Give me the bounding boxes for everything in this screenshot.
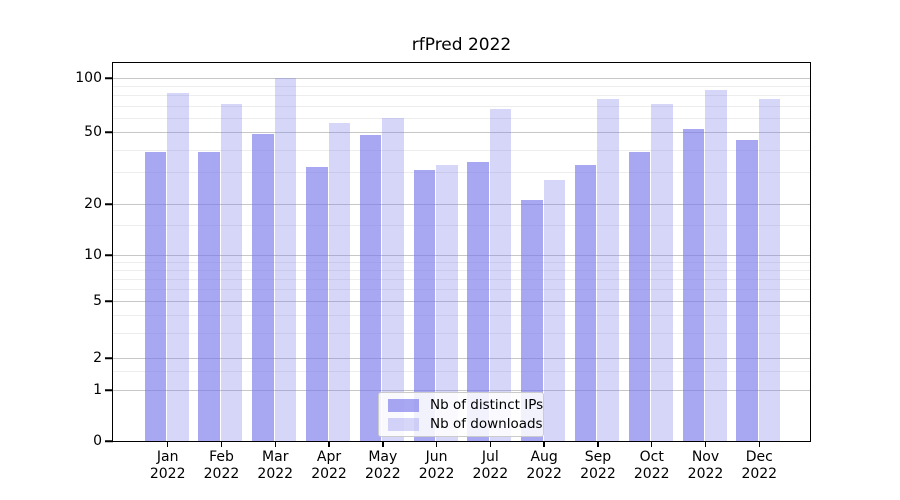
bar-downloads	[489, 109, 512, 441]
x-axis-tickmark	[704, 441, 707, 447]
bar-downloads	[705, 89, 727, 441]
x-axis-tickmark	[758, 441, 761, 447]
gridline-minor	[113, 332, 810, 334]
gridline-minor	[113, 314, 810, 316]
bar-distinct-ips	[574, 164, 597, 441]
gridline-minor	[113, 117, 810, 119]
gridline-minor	[113, 261, 810, 263]
gridline-minor	[113, 172, 810, 174]
x-axis-tickmark	[597, 441, 599, 447]
gridline-minor	[113, 149, 810, 151]
legend-item-downloads: Nb of downloads	[388, 416, 543, 432]
bar-distinct-ips	[521, 200, 543, 441]
y-axis-tick-label: 2	[93, 350, 102, 366]
y-axis-tick-label: 5	[93, 293, 102, 309]
y-axis-tick-label: 20	[84, 196, 102, 212]
x-axis-tickmark	[543, 441, 545, 447]
y-axis-tickmark	[105, 440, 113, 442]
bar-distinct-ips	[467, 162, 489, 441]
x-axis-tick-label: May 2022	[364, 449, 401, 482]
bar-distinct-ips	[252, 133, 274, 441]
bar-downloads	[543, 180, 566, 441]
bar-distinct-ips	[736, 140, 758, 441]
gridline-minor	[113, 288, 810, 290]
x-axis-tick-label: Apr 2022	[311, 449, 347, 482]
bar-downloads	[651, 103, 673, 441]
gridline-minor	[113, 371, 810, 373]
gridline-major	[113, 78, 810, 79]
x-axis-tickmark	[489, 441, 492, 447]
bar-distinct-ips	[413, 169, 436, 441]
gridline-major	[113, 358, 810, 359]
bar-downloads	[382, 117, 404, 441]
x-axis-tickmark	[220, 441, 223, 447]
bar-distinct-ips	[198, 151, 220, 441]
y-axis-tickmark	[105, 77, 113, 79]
x-axis-tick-label: Jan 2022	[149, 449, 186, 482]
y-axis-tickmark	[105, 300, 113, 302]
x-axis-tick-label: Dec 2022	[741, 449, 778, 482]
bar-downloads	[436, 164, 458, 441]
x-axis-tick-label: Jun 2022	[418, 449, 455, 482]
gridline-minor	[113, 225, 810, 227]
bar-downloads	[758, 99, 781, 441]
x-axis-tick-label: Aug 2022	[526, 449, 562, 482]
legend-box: Nb of distinct IPs Nb of downloads	[378, 392, 544, 437]
x-axis-tickmark	[166, 441, 169, 447]
gridline-minor	[113, 278, 810, 280]
x-axis-tick-label: Feb 2022	[203, 449, 240, 482]
legend-swatch-downloads	[388, 417, 419, 431]
gridline-major	[113, 390, 810, 391]
y-axis-tickmark	[105, 357, 113, 359]
plot-area	[112, 62, 811, 442]
y-axis-tickmark	[105, 389, 113, 391]
legend-swatch-distinct-ips	[388, 398, 419, 412]
gridline-major	[113, 132, 810, 133]
gridline-minor	[113, 269, 810, 271]
x-axis-tick-label: Jul 2022	[472, 449, 509, 482]
y-axis-tick-label: 10	[84, 247, 102, 263]
bar-distinct-ips	[306, 167, 328, 441]
x-axis-tickmark	[382, 441, 384, 447]
bar-downloads	[167, 93, 189, 441]
bar-downloads	[328, 123, 351, 441]
x-axis-tickmark	[650, 441, 653, 447]
x-axis-tick-label: Oct 2022	[633, 449, 670, 482]
bar-downloads	[274, 78, 297, 441]
x-axis-tick-label: Nov 2022	[687, 449, 724, 482]
bar-distinct-ips	[628, 151, 651, 441]
y-axis-tick-label: 50	[84, 124, 102, 140]
gridline-major	[113, 255, 810, 256]
y-axis-tick-label: 100	[75, 70, 102, 86]
gridline-minor	[113, 86, 810, 88]
y-axis-tickmark	[105, 131, 113, 133]
legend-label-distinct-ips: Nb of distinct IPs	[430, 396, 544, 413]
y-axis-tick-label: 0	[93, 433, 102, 449]
x-axis-tickmark	[435, 441, 438, 447]
bar-downloads	[597, 99, 619, 441]
x-axis-tickmark	[274, 441, 276, 447]
y-axis-tickmark	[105, 254, 113, 256]
legend-item-distinct-ips: Nb of distinct IPs	[388, 397, 543, 413]
legend-label-downloads: Nb of downloads	[430, 415, 543, 432]
gridline-minor	[113, 95, 810, 97]
gridline-major	[113, 204, 810, 205]
x-axis-tick-label: Mar 2022	[257, 449, 294, 482]
bar-distinct-ips	[359, 135, 382, 441]
y-axis-tick-label: 1	[93, 382, 102, 398]
gridline-minor	[113, 105, 810, 107]
y-axis-tickmark	[105, 203, 113, 205]
chart-title: rfPred 2022	[411, 35, 512, 55]
bar-downloads	[220, 103, 243, 441]
x-axis-tickmark	[328, 441, 330, 447]
bar-distinct-ips	[144, 151, 167, 441]
x-axis-tick-label: Sep 2022	[580, 449, 616, 482]
gridline-major	[113, 301, 810, 302]
bar-distinct-ips	[682, 128, 704, 441]
